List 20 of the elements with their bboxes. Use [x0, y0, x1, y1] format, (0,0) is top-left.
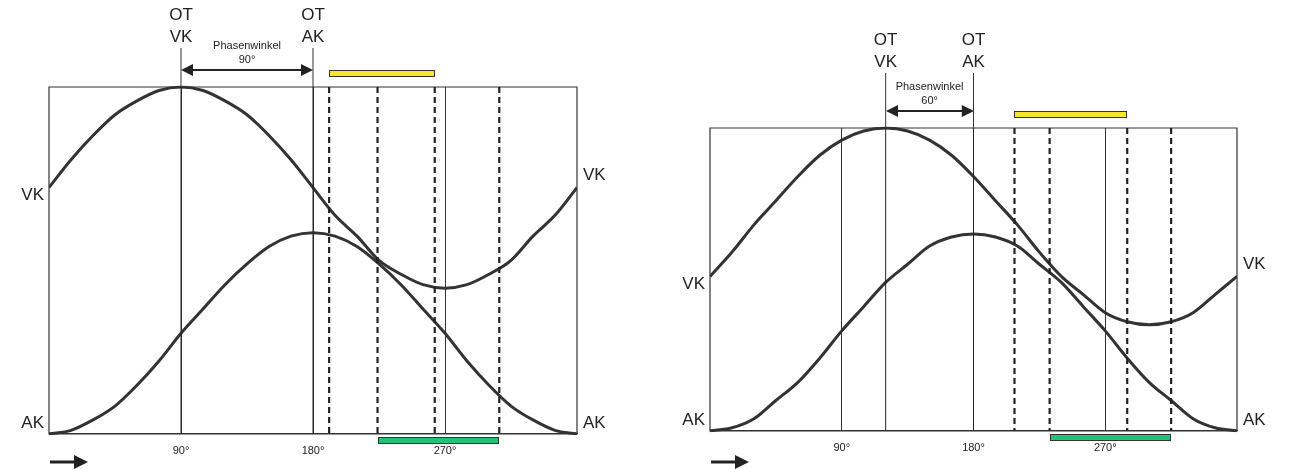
- x-tick-label: 90°: [172, 444, 190, 457]
- text: VK: [583, 165, 606, 185]
- text: Phasenwinkel 60°: [895, 80, 964, 106]
- x-tick-label: 180°: [962, 441, 985, 454]
- x-tick-label: 180°: [301, 444, 325, 457]
- ref-line-label: OT AK: [961, 30, 986, 71]
- text: AK: [1243, 410, 1266, 430]
- series-label: VK: [21, 185, 45, 205]
- text: VK: [1243, 254, 1266, 274]
- x-tick-label: 270°: [433, 444, 457, 457]
- ref-line-label: OT VK: [169, 5, 193, 46]
- series-label: VK: [682, 274, 706, 294]
- series-label: AK: [21, 413, 45, 433]
- x-tick-label: 90°: [833, 441, 851, 454]
- text: Phasenwinkel 90°: [213, 39, 281, 65]
- x-tick-label: 270°: [1093, 441, 1117, 454]
- ref-line-label: OT VK: [873, 30, 898, 71]
- series-label: AK: [682, 410, 706, 430]
- ref-line-label: OT AK: [301, 5, 325, 46]
- text: AK: [583, 413, 606, 433]
